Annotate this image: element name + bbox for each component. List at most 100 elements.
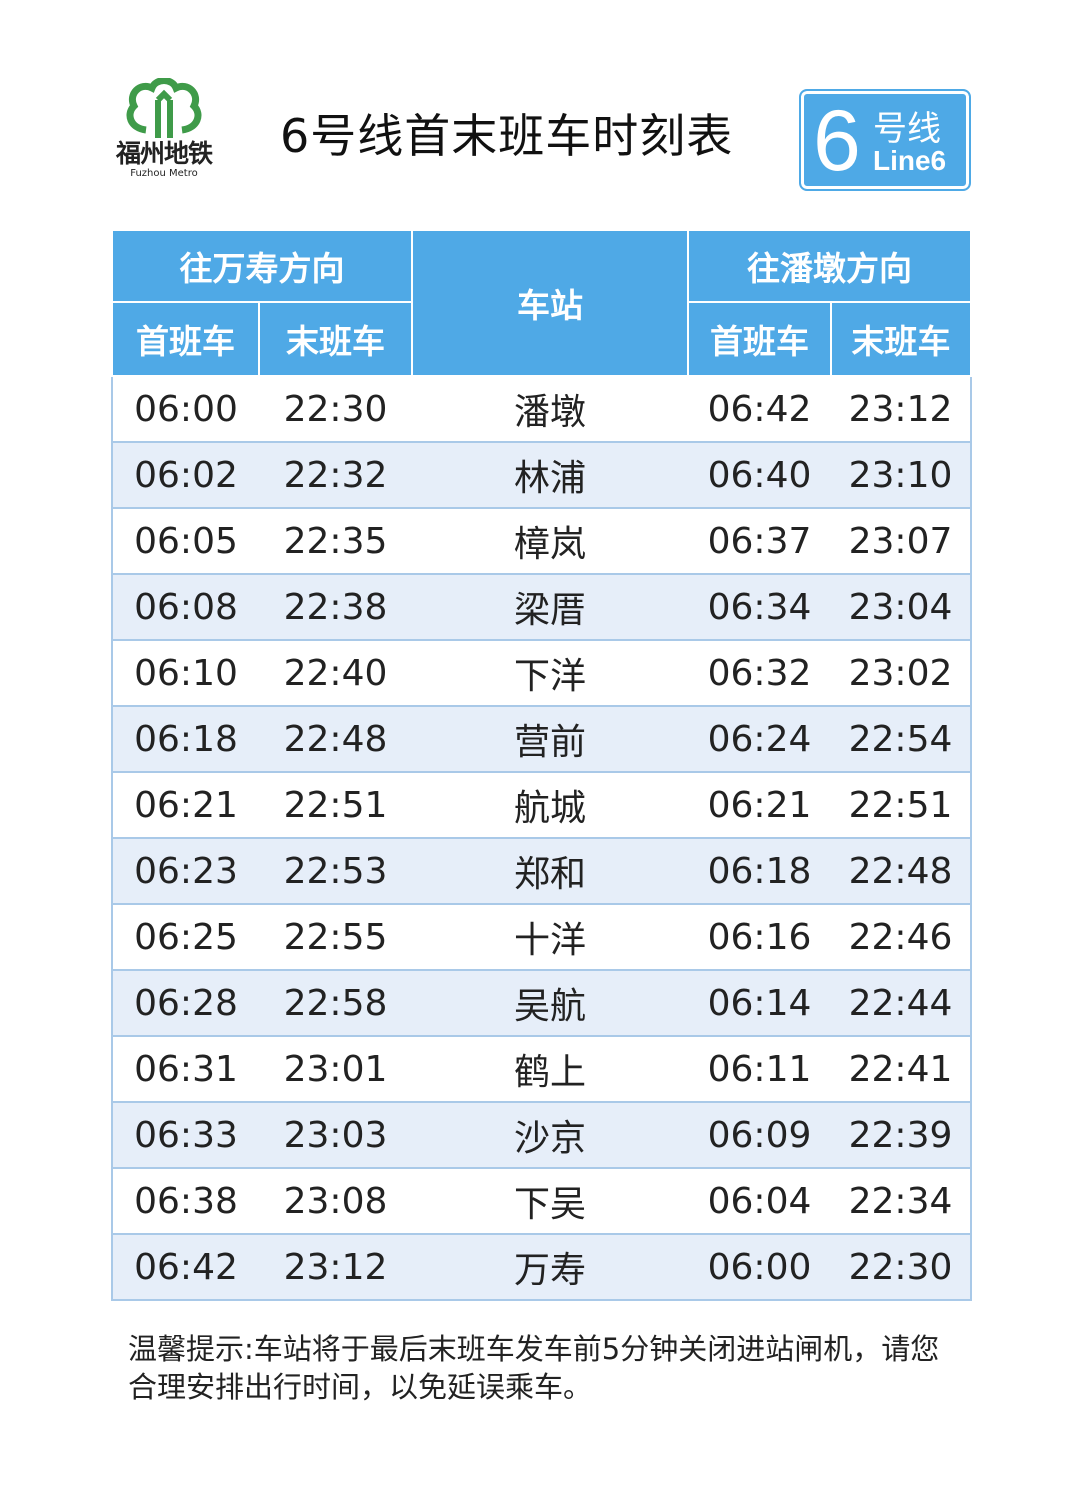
last-train-pandun: 22:54	[831, 706, 972, 773]
station-name: 樟岚	[412, 508, 688, 575]
line-label-en: Line6	[873, 145, 947, 176]
station-name: 航城	[412, 772, 688, 839]
last-train-pandun: 22:39	[831, 1102, 972, 1169]
station-name: 林浦	[412, 442, 688, 509]
last-train-header: 末班车	[830, 301, 972, 377]
last-train-wanshou: 22:30	[259, 376, 412, 443]
page-title: 6号线首末班车时刻表	[280, 109, 734, 163]
station-name: 营前	[412, 706, 688, 773]
last-train-pandun: 23:02	[831, 640, 972, 707]
table-row: 06:10 22:40 下洋 06:32 23:02	[111, 640, 972, 707]
last-train-wanshou: 23:03	[259, 1102, 412, 1169]
last-train-pandun: 23:04	[831, 574, 972, 641]
table-row: 06:28 22:58 吴航 06:14 22:44	[111, 970, 972, 1037]
last-train-wanshou: 22:58	[259, 970, 412, 1037]
first-train-wanshou: 06:23	[111, 838, 259, 905]
timetable: 往万寿方向 车站 往潘墩方向 首班车 末班车 首班车 末班车 06:00 22:3…	[111, 229, 972, 1301]
station-name: 十洋	[412, 904, 688, 971]
last-train-pandun: 22:41	[831, 1036, 972, 1103]
last-train-pandun: 23:12	[831, 376, 972, 443]
last-train-wanshou: 22:32	[259, 442, 412, 509]
last-train-pandun: 22:51	[831, 772, 972, 839]
first-train-wanshou: 06:28	[111, 970, 259, 1037]
station-name: 梁厝	[412, 574, 688, 641]
first-train-pandun: 06:04	[688, 1168, 831, 1235]
last-train-wanshou: 22:53	[259, 838, 412, 905]
last-train-pandun: 22:30	[831, 1234, 972, 1301]
first-train-wanshou: 06:25	[111, 904, 259, 971]
logo-text-cn: 福州地铁	[115, 139, 213, 168]
tree-logo-icon	[126, 78, 202, 138]
last-train-wanshou: 22:48	[259, 706, 412, 773]
last-train-wanshou: 23:12	[259, 1234, 412, 1301]
table-row: 06:38 23:08 下吴 06:04 22:34	[111, 1168, 972, 1235]
first-train-wanshou: 06:00	[111, 376, 259, 443]
first-train-pandun: 06:09	[688, 1102, 831, 1169]
first-train-header: 首班车	[111, 301, 260, 377]
first-train-wanshou: 06:38	[111, 1168, 259, 1235]
station-name: 潘墩	[412, 376, 688, 443]
first-train-pandun: 06:14	[688, 970, 831, 1037]
table-row: 06:23 22:53 郑和 06:18 22:48	[111, 838, 972, 905]
logo-text-en: Fuzhou Metro	[130, 168, 198, 179]
table-row: 06:02 22:32 林浦 06:40 23:10	[111, 442, 972, 509]
fuzhou-metro-logo: 福州地铁 Fuzhou Metro	[108, 78, 220, 190]
table-row: 06:08 22:38 梁厝 06:34 23:04	[111, 574, 972, 641]
first-train-wanshou: 06:33	[111, 1102, 259, 1169]
table-row: 06:18 22:48 营前 06:24 22:54	[111, 706, 972, 773]
station-name: 万寿	[412, 1234, 688, 1301]
station-header: 车站	[411, 229, 689, 377]
direction-wanshou-header: 往万寿方向	[111, 229, 413, 303]
last-train-wanshou: 22:38	[259, 574, 412, 641]
notice-text: 温馨提示:车站将于最后末班车发车前5分钟关闭进站闸机，请您合理安排出行时间，以免…	[128, 1332, 940, 1404]
first-train-wanshou: 06:10	[111, 640, 259, 707]
station-name: 下洋	[412, 640, 688, 707]
last-train-wanshou: 23:01	[259, 1036, 412, 1103]
station-name: 鹤上	[412, 1036, 688, 1103]
first-train-pandun: 06:21	[688, 772, 831, 839]
first-train-wanshou: 06:18	[111, 706, 259, 773]
line-badge: 6 号线 Line6	[799, 89, 971, 191]
table-row: 06:25 22:55 十洋 06:16 22:46	[111, 904, 972, 971]
first-train-header: 首班车	[687, 301, 832, 377]
last-train-wanshou: 22:51	[259, 772, 412, 839]
first-train-pandun: 06:18	[688, 838, 831, 905]
station-name: 吴航	[412, 970, 688, 1037]
first-train-pandun: 06:34	[688, 574, 831, 641]
first-train-wanshou: 06:02	[111, 442, 259, 509]
station-name: 沙京	[412, 1102, 688, 1169]
first-train-pandun: 06:00	[688, 1234, 831, 1301]
last-train-wanshou: 22:40	[259, 640, 412, 707]
table-row: 06:21 22:51 航城 06:21 22:51	[111, 772, 972, 839]
table-row: 06:05 22:35 樟岚 06:37 23:07	[111, 508, 972, 575]
table-row: 06:00 22:30 潘墩 06:42 23:12	[111, 376, 972, 443]
last-train-pandun: 22:44	[831, 970, 972, 1037]
last-train-wanshou: 23:08	[259, 1168, 412, 1235]
first-train-pandun: 06:32	[688, 640, 831, 707]
first-train-pandun: 06:16	[688, 904, 831, 971]
station-name: 下吴	[412, 1168, 688, 1235]
last-train-pandun: 22:46	[831, 904, 972, 971]
first-train-pandun: 06:42	[688, 376, 831, 443]
last-train-pandun: 23:10	[831, 442, 972, 509]
first-train-wanshou: 06:21	[111, 772, 259, 839]
last-train-pandun: 22:48	[831, 838, 972, 905]
line-label-cn: 号线	[873, 109, 941, 149]
first-train-wanshou: 06:31	[111, 1036, 259, 1103]
station-name: 郑和	[412, 838, 688, 905]
direction-panDun-header: 往潘墩方向	[687, 229, 972, 303]
first-train-wanshou: 06:05	[111, 508, 259, 575]
last-train-pandun: 23:07	[831, 508, 972, 575]
first-train-wanshou: 06:42	[111, 1234, 259, 1301]
first-train-wanshou: 06:08	[111, 574, 259, 641]
first-train-pandun: 06:11	[688, 1036, 831, 1103]
last-train-header: 末班车	[258, 301, 413, 377]
last-train-wanshou: 22:35	[259, 508, 412, 575]
first-train-pandun: 06:40	[688, 442, 831, 509]
last-train-wanshou: 22:55	[259, 904, 412, 971]
table-row: 06:42 23:12 万寿 06:00 22:30	[111, 1234, 972, 1301]
last-train-pandun: 22:34	[831, 1168, 972, 1235]
first-train-pandun: 06:24	[688, 706, 831, 773]
line-number: 6	[813, 93, 861, 189]
